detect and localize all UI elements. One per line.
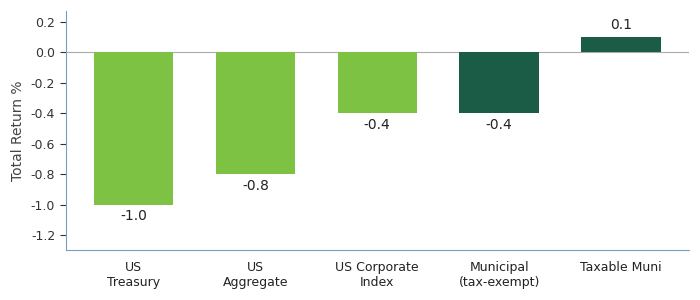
Text: -0.4: -0.4 (364, 118, 391, 132)
Bar (216, 52, 295, 174)
Text: -0.4: -0.4 (486, 118, 512, 132)
Bar (94, 52, 173, 205)
Bar (581, 37, 661, 52)
Y-axis label: Total Return %: Total Return % (11, 80, 25, 181)
Text: 0.1: 0.1 (610, 19, 632, 32)
Bar (459, 52, 539, 113)
Text: -0.8: -0.8 (242, 179, 269, 193)
Bar (337, 52, 416, 113)
Text: -1.0: -1.0 (120, 209, 147, 223)
